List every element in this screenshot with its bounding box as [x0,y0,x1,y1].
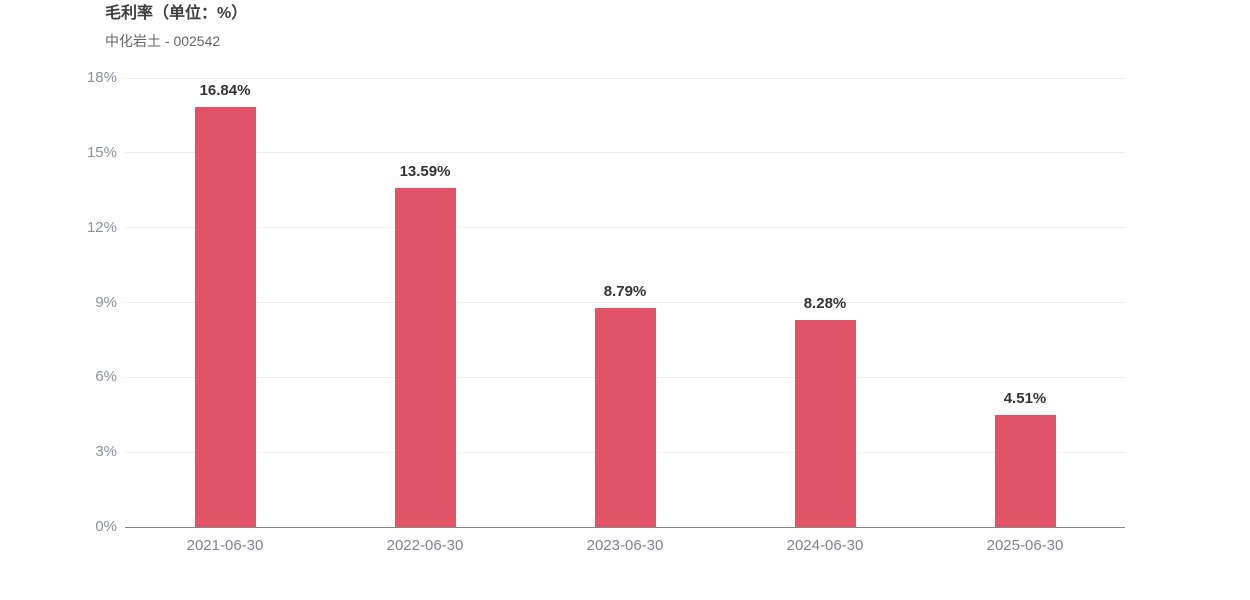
y-axis-tick-label: 0% [95,518,117,535]
gridline [125,77,1125,79]
y-axis-tick-label: 12% [86,218,117,236]
gridline [125,152,1125,154]
bar-2024-06-30[interactable] [794,320,856,527]
chart-header: 毛利率（单位：%） 中化岩土 - 002542 [105,4,247,50]
y-axis-tick-label: 18% [86,69,117,86]
x-axis-tick-label: 2025-06-30 [986,537,1064,554]
x-axis-tick-label: 2023-06-30 [586,537,664,554]
plot-area [125,77,1125,528]
x-axis-line [125,526,1125,528]
bar-2022-06-30[interactable] [394,188,456,527]
y-axis-tick-label: 9% [95,293,117,311]
bar-value-label: 4.51% [1003,389,1047,407]
chart-subtitle: 中化岩土 - 002542 [105,33,221,49]
y-axis-tick-label: 6% [95,368,117,386]
x-axis-tick-label: 2024-06-30 [786,537,864,554]
bar-2025-06-30[interactable] [994,414,1056,527]
bar-value-label: 8.79% [603,282,647,300]
x-axis-tick-label: 2022-06-30 [386,537,464,554]
y-axis-tick-label: 15% [86,143,117,161]
bar-value-label: 16.84% [199,81,251,99]
gridline [125,302,1125,303]
gridline [125,227,1125,229]
chart-title: 毛利率（单位：%） [105,5,248,22]
bar-2021-06-30[interactable] [194,106,256,527]
bar-2023-06-30[interactable] [594,307,656,527]
x-axis-tick-label: 2021-06-30 [186,537,264,554]
bar-value-label: 8.28% [803,295,847,313]
y-axis-tick-label: 3% [95,443,117,461]
bar-value-label: 13.59% [399,163,451,180]
